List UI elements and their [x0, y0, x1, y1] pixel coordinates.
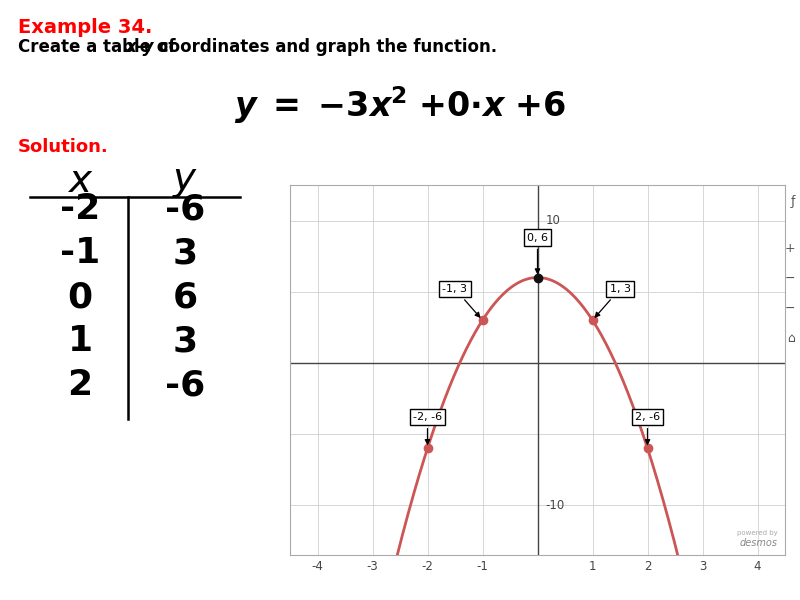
Text: 1: 1 [67, 324, 93, 358]
Text: $\mathit{x}$: $\mathit{x}$ [67, 162, 93, 200]
Text: x-y: x-y [126, 38, 154, 56]
Text: Create a table of: Create a table of [18, 38, 182, 56]
Text: 2, -6: 2, -6 [635, 412, 660, 444]
Text: 6: 6 [173, 280, 198, 314]
Text: 2: 2 [67, 368, 93, 402]
Text: -10: -10 [546, 499, 565, 512]
Text: -6: -6 [165, 368, 205, 402]
Text: $\bfit{y}$ $\mathbf{=}$ $\mathbf{-3}$$\bfit{x}$$^{\mathbf{2}}$ $\mathbf{+ 0{\bul: $\bfit{y}$ $\mathbf{=}$ $\mathbf{-3}$$\b… [234, 84, 566, 126]
Text: 3: 3 [173, 236, 198, 270]
Text: −: − [785, 302, 795, 315]
Text: ƒ: ƒ [791, 194, 795, 208]
Text: Example 34.: Example 34. [18, 18, 152, 37]
Text: 1, 3: 1, 3 [595, 284, 630, 317]
Text: -2: -2 [60, 192, 100, 226]
Text: 10: 10 [546, 214, 561, 227]
Text: -2, -6: -2, -6 [413, 412, 442, 444]
Text: 3: 3 [173, 324, 198, 358]
Text: −: − [785, 272, 795, 284]
Text: coordinates and graph the function.: coordinates and graph the function. [153, 38, 497, 56]
Text: +: + [785, 242, 795, 254]
Text: -1: -1 [60, 236, 100, 270]
Text: »: » [293, 194, 302, 209]
Text: 0: 0 [67, 280, 93, 314]
Text: Solution.: Solution. [18, 138, 109, 156]
Text: -6: -6 [165, 192, 205, 226]
Text: desmos: desmos [739, 538, 778, 548]
Text: 0, 6: 0, 6 [527, 233, 548, 274]
Text: ⌂: ⌂ [787, 332, 795, 345]
Text: $\mathit{y}$: $\mathit{y}$ [172, 162, 198, 200]
Text: powered by: powered by [737, 530, 778, 536]
Text: -1, 3: -1, 3 [442, 284, 480, 317]
